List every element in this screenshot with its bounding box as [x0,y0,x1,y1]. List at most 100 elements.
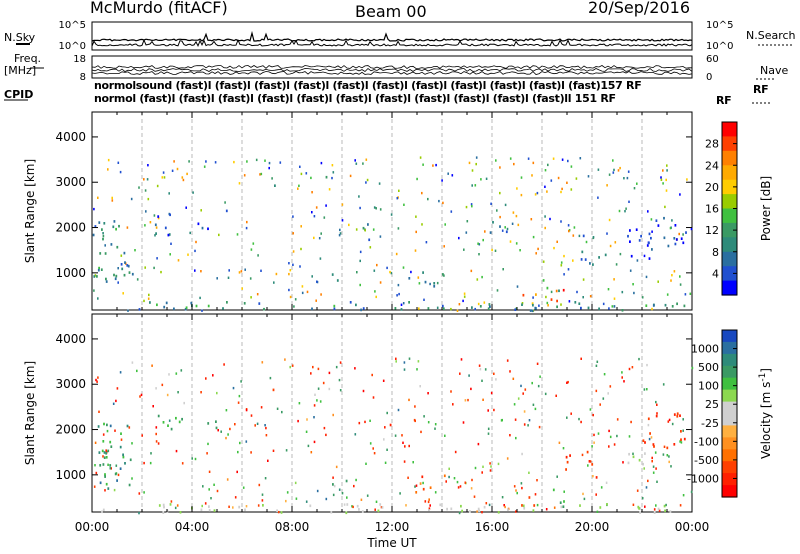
power-scatter-cell [612,171,615,174]
power-scatter-cell [517,223,520,227]
velocity-scatter-cell [623,380,625,383]
power-cluster-cell [531,302,534,305]
power-scatter-cell [552,157,555,160]
power-cluster-cell [226,301,228,304]
power-scatter-cell [664,205,666,209]
power-cluster-cell [92,233,95,237]
velocity-scatter-cell [595,389,598,393]
velocity-scatter-cell [208,470,211,473]
cpid-row-1: normolsound (fast)l (fast)l (fast)l (fas… [94,79,642,92]
power-scatter-cell [144,224,146,227]
velocity-scatter-cell [412,461,414,464]
power-scatter-cell [633,291,635,295]
velocity-cluster-cell [389,423,392,427]
power-scatter-cell [288,262,290,265]
velocity-scatter-cell [298,402,301,405]
velocity-scatter-cell [459,485,462,488]
velocity-cluster-cell [655,414,658,418]
velocity-scatter-cell [333,484,336,488]
power-scatter-cell [607,288,610,291]
noise-panel-frame [91,21,693,51]
velocity-scatter-cell [536,503,539,507]
velocity-scatter-cell [201,504,203,508]
velocity-scatter-cell [403,368,406,371]
power-colorbar-segment [722,208,737,224]
power-scatter-cell [331,164,334,167]
power-cluster-cell [514,308,517,311]
power-scatter-cell [471,184,473,187]
power-scatter-cell [162,171,165,174]
power-scatter-cell [275,272,278,276]
velocity-scatter-cell [616,434,618,438]
power-scatter-cell [421,191,423,195]
power-scatter-cell [341,219,344,222]
velocity-scatter-cell [138,511,140,515]
power-scatter-cell [589,295,592,298]
power-scatter-cell [250,248,253,251]
power-cluster-cell [408,301,410,304]
power-scatter-cell [438,199,440,203]
noise-tick-left-high: 10^5 [59,20,86,31]
power-scatter-cell [188,160,190,163]
velocity-scatter-cell [343,503,346,506]
velocity-scatter-cell [506,359,509,362]
velocity-colorbar-segment [722,461,737,474]
velocity-scatter-cell [522,392,524,395]
power-scatter-cell [147,197,150,201]
velocity-cluster-cell [119,445,122,449]
velocity-scatter-cell [234,423,236,426]
power-scatter-cell [236,233,239,236]
power-scatter-cell [148,293,150,297]
power-cluster-cell [663,216,665,220]
velocity-cluster-cell [532,509,535,512]
velocity-cluster-cell [460,504,462,508]
power-scatter-cell [521,302,524,305]
power-scatter-cell [301,285,304,288]
velocity-scatter-cell [305,430,308,433]
velocity-cluster-cell [478,509,480,513]
power-cluster-cell [648,232,651,236]
power-scatter-cell [279,161,282,164]
power-scatter-cell [506,227,509,231]
velocity-scatter-cell [291,364,294,367]
velocity-scatter-cell [313,416,315,419]
power-scatter-cell [633,187,636,190]
power-colorbar-segment [722,165,737,181]
power-scatter-cell [561,158,564,161]
velocity-scatter-cell [582,492,584,496]
velocity-scatter-cell [110,467,112,470]
power-cluster-cell [103,222,106,225]
velocity-cluster-cell [679,414,681,417]
power-cluster-cell [664,303,667,307]
velocity-cluster-cell [673,443,676,446]
power-scatter-cell [567,224,570,227]
power-scatter-cell [617,169,620,172]
velocity-scatter-cell [487,409,489,412]
power-cluster-cell [113,220,116,223]
velocity-scatter-cell [545,508,548,511]
station-title: McMurdo (fitACF) [90,0,228,17]
velocity-scatter-cell [265,434,268,437]
velocity-scatter-cell [267,459,269,462]
power-scatter-cell [153,266,155,270]
velocity-scatter-cell [136,369,138,373]
velocity-scatter-cell [429,504,431,507]
velocity-scatter-cell [380,506,383,509]
velocity-scatter-cell [513,485,516,488]
power-cluster-cell [667,244,670,248]
velocity-scatter-cell [212,374,214,377]
velocity-scatter-cell [608,445,610,448]
power-cluster-cell [685,231,687,234]
power-scatter-cell [513,162,515,166]
velocity-cluster-cell [280,511,283,514]
power-cluster-cell [683,304,686,308]
velocity-scatter-cell [514,418,517,421]
velocity-cluster-cell [104,475,106,478]
velocity-cluster-cell [106,423,108,427]
power-scatter-cell [154,234,156,237]
power-scatter-cell [509,240,512,243]
velocity-scatter-cell [470,487,473,490]
velocity-scatter-cell [647,479,649,483]
velocity-scatter-cell [422,481,424,485]
velocity-cluster-cell [606,503,608,506]
